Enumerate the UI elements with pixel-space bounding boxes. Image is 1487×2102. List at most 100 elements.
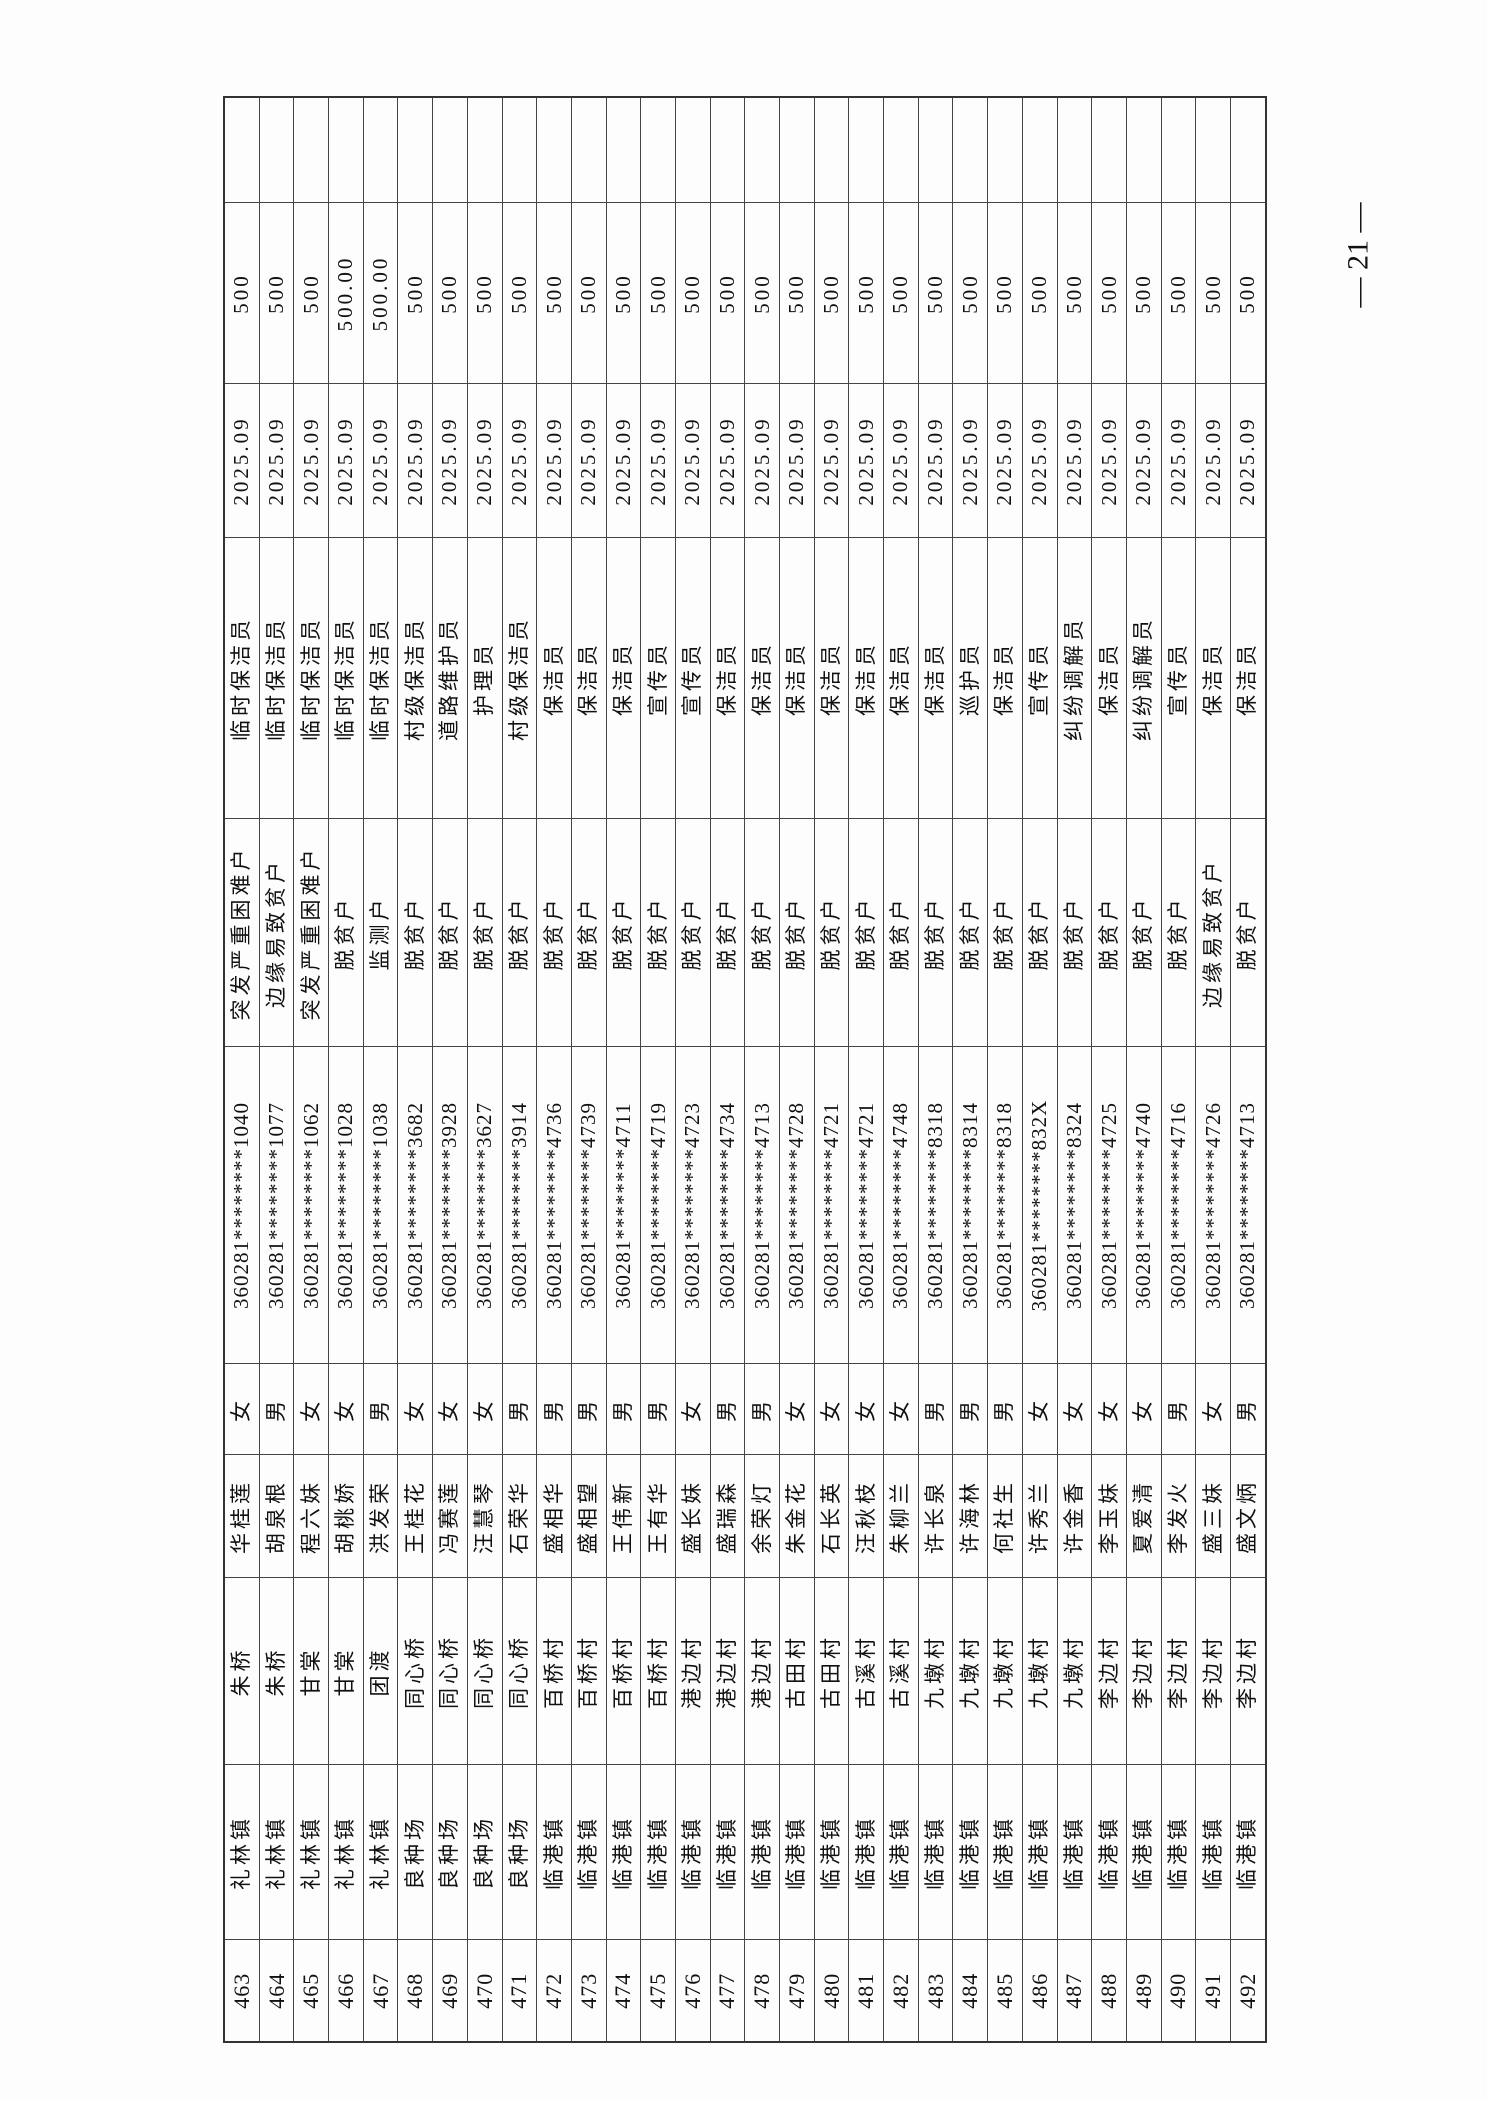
page-number-text: — 21 —: [1341, 202, 1374, 308]
remark-cell: [1195, 97, 1231, 203]
date-cell: 2025.09: [536, 384, 572, 538]
name-cell: 朱金花: [779, 1455, 815, 1578]
table-row: 471 良种场 同心桥 石荣华男 360281********3914 脱贫户 村级保洁员 2…: [502, 97, 537, 2042]
household-category-cell: 脱贫户: [467, 819, 502, 1047]
date-cell: 2025.09: [1126, 384, 1162, 538]
row-number: 473: [571, 1940, 607, 2042]
id-number-cell: 360281********3914: [502, 1047, 537, 1364]
date-cell: 2025.09: [1195, 384, 1231, 538]
id-number-cell: 360281********4721: [848, 1047, 884, 1364]
date-cell: 2025.09: [502, 384, 537, 538]
table-row: 463 礼林镇 朱桥 华桂莲女 360281********1040 突发严重困难户 临时保…: [224, 97, 260, 2042]
id-number-cell: 360281********3928: [432, 1047, 468, 1364]
town-cell: 临港镇: [1161, 1765, 1196, 1940]
row-number: 463: [224, 1940, 260, 2042]
remark-cell: [1126, 97, 1162, 203]
village-cell: 九墩村: [952, 1578, 988, 1765]
job-cell: 临时保洁员: [363, 538, 398, 819]
gender-cell: 女: [328, 1364, 364, 1455]
household-category-cell: 脱贫户: [675, 819, 711, 1047]
town-cell: 临港镇: [1091, 1765, 1127, 1940]
row-number: 482: [883, 1940, 919, 2042]
table-row: 475 临港镇 百桥村 王有华男 360281********4719 脱贫户 宣传员 202…: [640, 97, 676, 2042]
date-cell: 2025.09: [1161, 384, 1196, 538]
row-number: 466: [328, 1940, 364, 2042]
remark-cell: [1022, 97, 1057, 203]
household-category-cell: 监测户: [363, 819, 398, 1047]
village-cell: 百桥村: [606, 1578, 641, 1765]
amount-cell: 500: [1126, 203, 1162, 384]
remark-cell: [571, 97, 607, 203]
id-number-cell: 360281********4719: [640, 1047, 676, 1364]
amount-cell: 500: [675, 203, 711, 384]
town-cell: 临港镇: [987, 1765, 1023, 1940]
village-cell: 九墩村: [987, 1578, 1023, 1765]
date-cell: 2025.09: [814, 384, 849, 538]
household-category-cell: 脱贫户: [744, 819, 780, 1047]
town-cell: 良种场: [502, 1765, 537, 1940]
table-row: 474 临港镇 百桥村 王伟新男 360281********4711 脱贫户 保洁员 202…: [606, 97, 641, 2042]
name-cell: 胡桃娇: [328, 1455, 364, 1578]
row-number: 479: [779, 1940, 815, 2042]
village-cell: 百桥村: [571, 1578, 607, 1765]
gender-cell: 女: [467, 1364, 502, 1455]
amount-cell: 500: [848, 203, 884, 384]
row-number: 467: [363, 1940, 398, 2042]
id-number-cell: 360281********832X: [1022, 1047, 1057, 1364]
date-cell: 2025.09: [432, 384, 468, 538]
town-cell: 良种场: [397, 1765, 433, 1940]
gender-cell: 男: [952, 1364, 988, 1455]
gender-cell: 女: [1057, 1364, 1092, 1455]
name-cell: 何社生: [987, 1455, 1023, 1578]
village-cell: 古田村: [779, 1578, 815, 1765]
job-cell: 保洁员: [814, 538, 849, 819]
job-cell: 纠纷调解员: [1126, 538, 1162, 819]
id-number-cell: 360281********4721: [814, 1047, 849, 1364]
name-cell: 王桂花: [397, 1455, 433, 1578]
household-category-cell: 脱贫户: [987, 819, 1023, 1047]
household-category-cell: 脱贫户: [1057, 819, 1092, 1047]
date-cell: 2025.09: [467, 384, 502, 538]
town-cell: 临港镇: [1230, 1765, 1266, 1940]
row-number: 486: [1022, 1940, 1057, 2042]
job-cell: 临时保洁员: [224, 538, 260, 819]
id-number-cell: 360281********8318: [918, 1047, 953, 1364]
job-cell: 宣传员: [640, 538, 676, 819]
table-row: 490 临港镇 李边村 李发火男 360281********4716 脱贫户 宣传员 202…: [1161, 97, 1196, 2042]
amount-cell: 500: [397, 203, 433, 384]
row-number: 468: [397, 1940, 433, 2042]
id-number-cell: 360281********4726: [1195, 1047, 1231, 1364]
amount-cell: 500: [259, 203, 294, 384]
id-number-cell: 360281********8324: [1057, 1047, 1092, 1364]
id-number-cell: 360281********1077: [259, 1047, 294, 1364]
job-cell: 保洁员: [987, 538, 1023, 819]
name-cell: 余荣灯: [744, 1455, 780, 1578]
remark-cell: [536, 97, 572, 203]
amount-cell: 500: [1057, 203, 1092, 384]
village-cell: 团渡: [363, 1578, 398, 1765]
village-cell: 港边村: [675, 1578, 711, 1765]
beneficiary-table: 463 礼林镇 朱桥 华桂莲女 360281********1040 突发严重困难户 临时保…: [223, 96, 1267, 2043]
row-number: 487: [1057, 1940, 1092, 2042]
gender-cell: 女: [293, 1364, 329, 1455]
job-cell: 保洁员: [1230, 538, 1266, 819]
town-cell: 临港镇: [1195, 1765, 1231, 1940]
household-category-cell: 边缘易致贫户: [259, 819, 294, 1047]
name-cell: 洪发荣: [363, 1455, 398, 1578]
village-cell: 同心桥: [432, 1578, 468, 1765]
amount-cell: 500: [952, 203, 988, 384]
village-cell: 甘棠: [293, 1578, 329, 1765]
date-cell: 2025.09: [883, 384, 919, 538]
amount-cell: 500: [987, 203, 1023, 384]
id-number-cell: 360281********4716: [1161, 1047, 1196, 1364]
remark-cell: [502, 97, 537, 203]
name-cell: 朱柳兰: [883, 1455, 919, 1578]
date-cell: 2025.09: [848, 384, 884, 538]
village-cell: 同心桥: [467, 1578, 502, 1765]
household-category-cell: 脱贫户: [779, 819, 815, 1047]
row-number: 477: [710, 1940, 745, 2042]
date-cell: 2025.09: [224, 384, 260, 538]
job-cell: 保洁员: [744, 538, 780, 819]
household-category-cell: 边缘易致贫户: [1195, 819, 1231, 1047]
amount-cell: 500: [883, 203, 919, 384]
